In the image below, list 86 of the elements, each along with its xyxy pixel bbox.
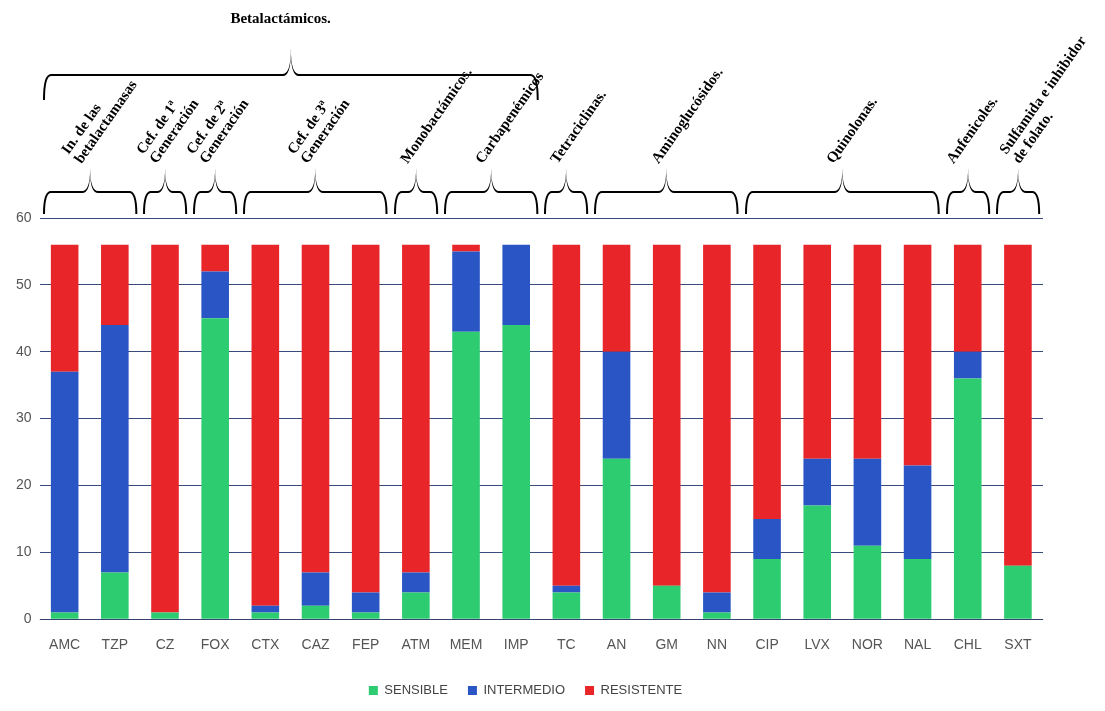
bar — [552, 592, 581, 619]
bar — [502, 244, 530, 325]
x-tick-label: NN — [706, 636, 727, 653]
bar — [853, 545, 882, 619]
x-tick-label: AN — [606, 636, 627, 653]
y-tick-label: 0 — [23, 610, 32, 627]
bar — [953, 378, 982, 619]
bar — [50, 371, 79, 613]
bar — [753, 559, 781, 619]
bar — [351, 244, 380, 593]
bar — [953, 351, 982, 379]
x-tick-label: FEP — [352, 636, 380, 653]
bar — [301, 244, 330, 573]
x-tick-label: TZP — [101, 636, 129, 653]
bar — [552, 244, 581, 586]
bar — [201, 318, 229, 619]
bar — [151, 612, 179, 619]
bar — [753, 244, 781, 519]
bar — [50, 612, 79, 619]
y-tick-label: 30 — [15, 409, 32, 426]
x-tick-label: SXT — [1004, 636, 1032, 653]
bar — [803, 244, 832, 459]
x-tick-label: FOX — [200, 636, 231, 653]
legend-label: SENSIBLE — [384, 682, 449, 698]
bar — [351, 592, 380, 613]
bar — [101, 244, 129, 325]
bar — [602, 351, 631, 459]
bar — [753, 518, 781, 560]
bar — [803, 505, 832, 619]
bar — [151, 244, 179, 613]
bar — [101, 324, 129, 573]
bar — [201, 244, 229, 272]
bar — [101, 572, 129, 619]
y-tick-label: 20 — [15, 476, 32, 493]
bar — [301, 572, 330, 606]
bar — [953, 244, 982, 352]
x-tick-label: LVX — [804, 636, 831, 653]
bar — [903, 559, 932, 619]
bar — [652, 585, 681, 619]
x-tick-label: ATM — [401, 636, 431, 653]
legend-label: RESISTENTE — [600, 682, 683, 698]
bar — [602, 244, 631, 352]
x-tick-label: GM — [655, 636, 678, 653]
x-tick-label: NOR — [851, 636, 883, 653]
text: Betalactámicos. — [230, 10, 331, 26]
bar — [201, 271, 229, 319]
bar — [853, 458, 882, 546]
bar — [652, 244, 681, 586]
bar — [703, 592, 731, 613]
legend-label: INTERMEDIO — [483, 682, 566, 698]
bar — [402, 592, 430, 619]
x-tick-label: CHL — [953, 636, 982, 653]
bar — [1004, 565, 1032, 619]
x-tick-label: IMP — [503, 636, 529, 653]
bar — [903, 465, 932, 560]
y-tick-label: 60 — [15, 208, 32, 225]
bar — [1004, 244, 1032, 566]
bar — [903, 244, 932, 466]
x-tick-label: CZ — [155, 636, 175, 653]
bar — [402, 572, 430, 593]
x-tick-label: CIP — [755, 636, 779, 653]
bar — [50, 244, 79, 372]
bar — [853, 244, 882, 459]
bar — [452, 244, 480, 252]
bar — [452, 251, 480, 332]
bar — [251, 605, 280, 613]
bar — [452, 331, 480, 619]
bar — [351, 612, 380, 619]
y-tick-label: 40 — [15, 342, 32, 359]
bar — [602, 458, 631, 619]
y-tick-label: 50 — [15, 275, 32, 292]
bar — [251, 612, 280, 619]
bar — [502, 324, 530, 619]
x-tick-label: NAL — [903, 636, 932, 653]
bar — [301, 605, 330, 619]
x-tick-label: CTX — [251, 636, 281, 653]
x-tick-label: MEM — [449, 636, 483, 653]
bar — [251, 244, 280, 606]
bar — [803, 458, 832, 506]
bar — [402, 244, 430, 573]
x-tick-label: AMC — [49, 636, 81, 653]
bar — [703, 244, 731, 593]
x-tick-label: CAZ — [301, 636, 330, 653]
x-tick-label: TC — [557, 636, 576, 653]
y-tick-label: 10 — [15, 543, 32, 560]
bar — [703, 612, 731, 619]
